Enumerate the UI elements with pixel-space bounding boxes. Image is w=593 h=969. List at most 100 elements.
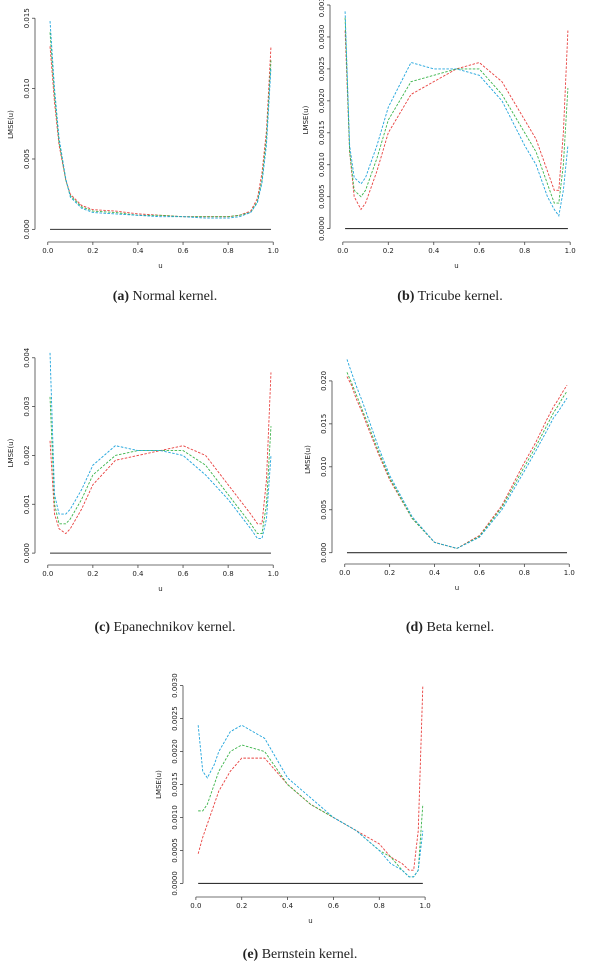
x-tick-label: 0.0: [42, 247, 53, 255]
y-tick-label: 0.015: [320, 414, 328, 434]
x-tick-label: 0.2: [87, 247, 98, 255]
y-tick-label: 0.002: [23, 445, 31, 465]
chart: 0.000 0.005 0.010 0.015 0.020 0.0 0.2 0.4 0.6 0.8…: [304, 359, 575, 635]
x-tick-label: 0.6: [474, 569, 486, 577]
caption: (d) Beta kernel.: [406, 620, 494, 635]
y-tick-label: 0.010: [320, 457, 328, 477]
data-line: [49, 352, 272, 539]
x-axis-label: u: [454, 262, 458, 270]
x-tick-label: 0.4: [282, 902, 294, 910]
data-line: [49, 372, 272, 535]
data-line: [49, 21, 272, 219]
y-tick-label: 0.0030: [318, 25, 326, 50]
data-line: [197, 724, 424, 878]
data-line: [49, 396, 272, 535]
y-axis-label: LMSE(u): [302, 105, 310, 134]
data-line: [49, 32, 272, 218]
y-tick-label: 0.000: [320, 543, 328, 563]
caption-text: Normal kernel.: [133, 289, 218, 304]
y-tick-label: 0.003: [23, 397, 31, 417]
x-tick-label: 0.8: [223, 570, 234, 578]
chart: 0.000 0.001 0.002 0.003 0.004 0.0 0.2 0.4 0.6 0.8…: [7, 347, 279, 635]
x-tick-label: 0.8: [519, 247, 530, 255]
x-axis-label: u: [308, 917, 312, 925]
data-line: [346, 359, 568, 549]
data-line: [197, 685, 424, 871]
x-tick-label: 0.4: [132, 247, 144, 255]
y-tick-label: 0.0010: [318, 152, 326, 177]
x-tick-label: 1.0: [268, 570, 279, 578]
x-tick-label: 1.0: [565, 247, 576, 255]
y-axis-label: LMSE(u): [155, 770, 163, 799]
y-tick-label: 0.0015: [318, 121, 326, 146]
y-tick-label: 0.0030: [171, 673, 179, 698]
x-tick-label: 0.8: [223, 247, 234, 255]
x-axis-label: u: [455, 584, 459, 592]
x-tick-label: 0.6: [177, 570, 189, 578]
y-tick-label: 0.0025: [171, 706, 179, 731]
caption-label: (a): [113, 289, 130, 304]
y-tick-label: 0.020: [320, 371, 328, 391]
y-tick-label: 0.0010: [171, 805, 179, 830]
y-tick-label: 0.015: [23, 8, 31, 28]
chart: 0.00000.00050.00100.00150.00200.00250.00…: [302, 0, 576, 304]
x-tick-label: 0.8: [519, 569, 530, 577]
y-tick-label: 0.0005: [318, 184, 326, 209]
data-line: [346, 376, 568, 549]
x-tick-label: 0.0: [339, 569, 350, 577]
x-tick-label: 0.4: [428, 247, 440, 255]
caption-text: Tricube kernel.: [418, 289, 503, 304]
x-tick-label: 0.2: [383, 247, 394, 255]
caption-text: Beta kernel.: [426, 620, 494, 635]
caption: (c) Epanechnikov kernel.: [94, 620, 235, 635]
x-tick-label: 1.0: [420, 902, 431, 910]
caption-label: (d): [406, 620, 423, 635]
x-tick-label: 0.0: [337, 247, 348, 255]
chart: 0.000 0.005 0.010 0.015 0.0 0.2 0.4 0.6 0.8 1.0 LM…: [7, 8, 279, 304]
y-tick-label: 0.004: [23, 347, 31, 368]
x-tick-label: 0.0: [190, 902, 201, 910]
y-tick-label: 0.0020: [318, 89, 326, 114]
x-tick-label: 1.0: [268, 247, 279, 255]
x-tick-label: 0.8: [374, 902, 385, 910]
x-tick-label: 1.0: [564, 569, 575, 577]
caption-label: (e): [243, 947, 259, 962]
caption: (a) Normal kernel.: [113, 289, 218, 304]
y-tick-label: 0.0015: [171, 772, 179, 797]
data-line: [49, 46, 272, 218]
y-axis-label: LMSE(u): [304, 445, 312, 474]
y-tick-label: 0.001: [23, 494, 31, 514]
caption-text: Epanechnikov kernel.: [113, 620, 235, 635]
caption: (b) Tricube kernel.: [397, 289, 502, 304]
y-tick-label: 0.0005: [171, 838, 179, 863]
x-tick-label: 0.0: [42, 570, 53, 578]
x-tick-label: 0.6: [177, 247, 189, 255]
data-line: [346, 372, 568, 549]
data-line: [198, 744, 424, 878]
y-tick-label: 0.005: [23, 149, 31, 169]
x-tick-label: 0.2: [236, 902, 247, 910]
y-tick-label: 0.0025: [318, 57, 326, 82]
data-line: [344, 30, 569, 211]
y-tick-label: 0.0000: [171, 871, 179, 896]
y-tick-label: 0.0000: [318, 216, 326, 241]
x-tick-label: 0.6: [328, 902, 340, 910]
y-tick-label: 0.005: [320, 500, 328, 520]
data-line: [344, 17, 569, 204]
data-line: [344, 11, 569, 217]
y-axis-label: LMSE(u): [7, 110, 15, 139]
caption: (e) Bernstein kernel.: [243, 947, 358, 962]
caption-label: (b): [397, 289, 414, 304]
x-tick-label: 0.2: [87, 570, 98, 578]
y-tick-label: 0.010: [23, 79, 31, 99]
x-tick-label: 0.4: [429, 569, 441, 577]
x-tick-label: 0.2: [384, 569, 395, 577]
y-tick-label: 0.000: [23, 543, 31, 563]
x-axis-label: u: [158, 262, 162, 270]
y-tick-label: 0.000: [23, 219, 31, 239]
x-tick-label: 0.6: [474, 247, 486, 255]
caption-label: (c): [94, 620, 110, 635]
y-tick-label: 0.0020: [171, 739, 179, 764]
y-tick-label: 0.0035: [318, 0, 326, 17]
